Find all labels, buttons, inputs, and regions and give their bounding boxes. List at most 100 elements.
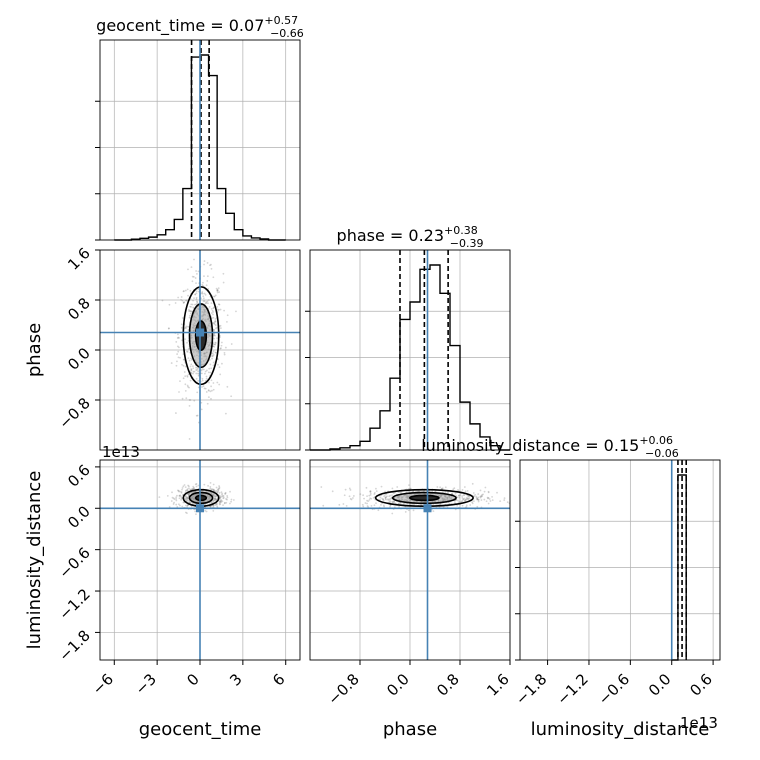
sample-point: [477, 500, 480, 503]
sample-point: [211, 500, 214, 502]
density-core: [409, 495, 439, 501]
sample-point: [185, 299, 187, 302]
sample-point: [186, 341, 188, 344]
sample-point: [217, 487, 220, 490]
x-axis-label-luminosity_distance: luminosity_distance: [531, 719, 710, 740]
sample-point: [187, 492, 190, 495]
sample-point: [191, 365, 194, 368]
sample-point: [382, 498, 385, 501]
sample-point: [408, 487, 411, 490]
sample-point: [503, 497, 506, 500]
sample-point: [215, 287, 218, 290]
sample-point: [215, 486, 218, 489]
sample-point: [207, 302, 209, 305]
sample-point: [434, 490, 436, 493]
sample-point: [215, 327, 217, 330]
sample-point: [190, 369, 193, 372]
sample-point: [189, 488, 192, 491]
sample-point: [352, 497, 354, 499]
sample-point: [188, 438, 191, 440]
sample-point: [177, 356, 180, 359]
sample-point: [216, 289, 219, 291]
sample-point: [191, 275, 194, 278]
sample-point: [220, 341, 223, 344]
sample-point: [223, 309, 225, 312]
sample-point: [174, 302, 177, 304]
sample-point: [175, 364, 178, 367]
sample-point: [194, 293, 197, 296]
sample-point: [194, 303, 196, 306]
sample-point: [175, 412, 177, 414]
sample-point: [344, 488, 347, 491]
x-tick-label: 0: [183, 670, 202, 689]
sample-point: [211, 488, 213, 491]
sample-point: [388, 501, 391, 504]
sample-point: [366, 499, 368, 502]
sample-point: [436, 486, 439, 488]
sample-point: [190, 491, 192, 494]
sample-point: [404, 511, 407, 513]
sample-point: [205, 490, 208, 493]
sample-point: [215, 495, 217, 498]
sample-point: [224, 492, 227, 495]
y-tick-label: 0.0: [64, 502, 94, 532]
sample-point: [168, 506, 171, 508]
sample-point: [187, 484, 190, 487]
sample-point: [389, 500, 392, 503]
y-tick-label: −0.6: [55, 544, 93, 582]
sample-point: [195, 485, 198, 488]
sample-point: [194, 490, 197, 493]
sample-point: [184, 511, 187, 514]
sample-point: [458, 494, 460, 497]
sample-point: [177, 350, 180, 353]
sample-point: [214, 294, 217, 297]
sample-point: [381, 497, 383, 500]
sample-point: [202, 368, 205, 371]
sample-point: [212, 364, 215, 367]
y-tick-label: 1.6: [64, 244, 94, 274]
sample-point: [463, 499, 466, 502]
histogram-phase: [310, 264, 510, 451]
sample-point: [187, 268, 189, 271]
sample-point: [364, 502, 367, 504]
sample-point: [178, 391, 180, 393]
sample-point: [179, 380, 181, 383]
sample-point: [171, 491, 173, 494]
sample-point: [442, 491, 445, 494]
sample-point: [185, 397, 188, 400]
sample-point: [457, 489, 459, 491]
sample-point: [446, 505, 449, 508]
sample-point: [201, 292, 203, 294]
sample-point: [215, 503, 218, 506]
sample-point: [213, 499, 216, 502]
sample-point: [179, 504, 181, 507]
sample-point: [167, 327, 170, 330]
sample-point: [219, 500, 222, 503]
sample-point: [213, 345, 216, 348]
sample-point: [215, 503, 217, 506]
x-tick-label: 0.6: [686, 670, 716, 700]
x-offset-text: 1e13: [680, 714, 718, 732]
sample-point: [213, 323, 216, 325]
sample-point: [223, 501, 226, 504]
sample-point: [183, 301, 185, 304]
sample-point: [456, 504, 458, 507]
sample-point: [201, 379, 204, 382]
sample-point: [486, 496, 489, 499]
sample-point: [382, 498, 384, 501]
sample-point: [178, 494, 181, 497]
sample-point: [482, 493, 484, 496]
sample-point: [477, 498, 480, 501]
sample-point: [363, 497, 365, 500]
sample-point: [213, 497, 216, 500]
sample-point: [212, 494, 215, 496]
sample-point: [191, 280, 194, 283]
sample-point: [209, 505, 212, 508]
sample-point: [226, 385, 229, 388]
x-tick-label: 0.0: [383, 670, 413, 700]
sample-point: [222, 272, 225, 275]
sample-point: [393, 500, 396, 503]
sample-point: [468, 497, 471, 500]
sample-point: [178, 495, 181, 497]
sample-point: [350, 498, 353, 501]
